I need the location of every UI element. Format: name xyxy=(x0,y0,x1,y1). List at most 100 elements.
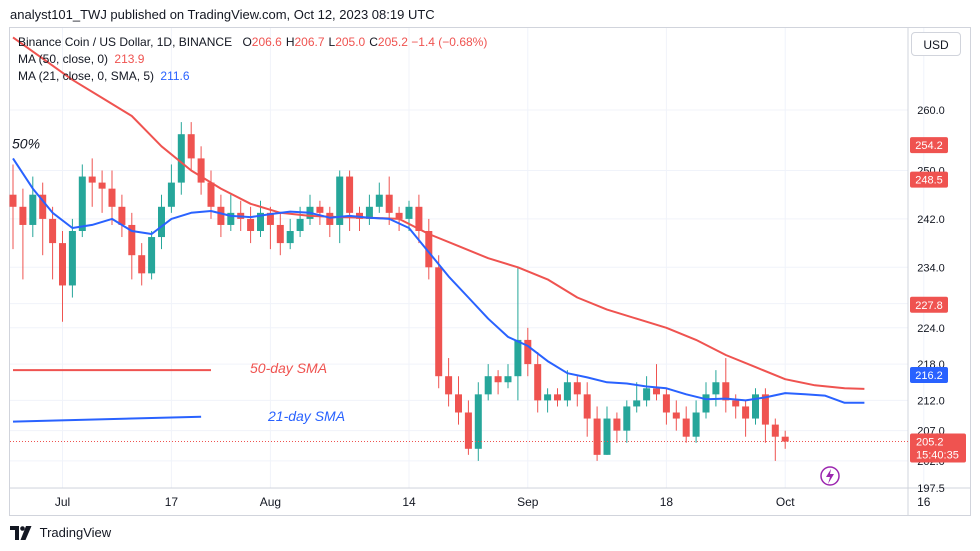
candle-up xyxy=(633,400,641,407)
currency-button[interactable]: USD xyxy=(911,32,961,56)
ma21-line xyxy=(12,157,865,404)
candle-down xyxy=(276,224,284,244)
time-tick-label: 16 xyxy=(917,495,931,509)
candle-up xyxy=(336,176,344,225)
candle-up xyxy=(257,212,264,231)
candle-up xyxy=(78,176,86,231)
price-badges: 254.2 248.5 227.8 216.2 205.215:40:35 xyxy=(910,137,966,463)
chart-legend: Binance Coin / US Dollar, 1D, BINANCE O2… xyxy=(18,34,487,85)
candle-up xyxy=(702,394,710,413)
candle-down xyxy=(435,267,443,377)
tradingview-logo-icon xyxy=(10,525,32,540)
candle-down xyxy=(197,158,205,183)
candle-down xyxy=(108,188,116,207)
candle-down xyxy=(494,376,502,383)
countdown-label: 15:40:35 xyxy=(916,450,959,462)
time-axis[interactable]: Jul 17 Aug 14 Sep 18 Oct 16 xyxy=(55,495,931,509)
price-tick-label: 197.5 xyxy=(917,483,945,495)
ohlc-key-l: L xyxy=(328,35,336,49)
ohlc-value-h: 206.7 xyxy=(294,35,325,49)
alert-icon[interactable] xyxy=(820,466,840,486)
candle-down xyxy=(247,218,255,231)
candle-up xyxy=(692,412,700,437)
last-price-label: 205.2 xyxy=(916,437,944,449)
candle-up xyxy=(177,134,185,183)
price-tick-label: 260.0 xyxy=(917,105,945,117)
candle-down xyxy=(266,212,274,225)
candle-down xyxy=(49,218,57,244)
candle-up xyxy=(148,237,156,274)
candle-up xyxy=(504,376,512,383)
candle-down xyxy=(59,243,66,286)
candle-up xyxy=(405,206,413,219)
candle-down xyxy=(326,212,334,225)
candle-down xyxy=(742,406,750,419)
ohlc-value-l: 205.0 xyxy=(335,35,366,49)
legend-ma21-row[interactable]: MA (21, close, 0, SMA, 5) 211.6 xyxy=(18,68,487,85)
candle-down xyxy=(524,339,532,365)
candle-down xyxy=(583,394,591,419)
candle-down xyxy=(19,206,27,225)
candle-down xyxy=(118,206,126,225)
candle-down xyxy=(425,231,433,268)
candle-down xyxy=(771,424,779,437)
annotations: 50% 50-day SMA 21-day SMA xyxy=(12,136,345,424)
candle-down xyxy=(98,182,106,189)
ma50-value: 213.9 xyxy=(114,52,145,66)
ohlc-key-h: H xyxy=(285,35,295,49)
candle-up xyxy=(375,194,383,207)
footer-brand[interactable]: TradingView xyxy=(10,524,111,544)
moving-averages xyxy=(12,36,865,404)
ohlc-values: O206.6 H206.7 L205.0 C205.2 xyxy=(238,35,408,49)
candle-down xyxy=(385,194,393,213)
candle-up xyxy=(563,382,571,401)
price-badge xyxy=(910,366,948,383)
candle-down xyxy=(672,412,680,419)
publish-info: analyst101_TWJ published on TradingView.… xyxy=(10,7,435,22)
time-tick-label: 14 xyxy=(402,495,416,509)
candle-down xyxy=(662,394,670,413)
candle-down xyxy=(781,436,789,442)
symbol-title[interactable]: Binance Coin / US Dollar, 1D, BINANCE xyxy=(18,35,233,49)
candle-down xyxy=(346,176,354,213)
ohlc-value-o: 206.6 xyxy=(251,35,282,49)
legend-ma50-row[interactable]: MA (50, close, 0) 213.9 xyxy=(18,51,487,68)
annotation-label: 50% xyxy=(12,136,40,152)
candle-up xyxy=(712,382,720,395)
candle-down xyxy=(128,224,136,256)
price-badge-label: 227.8 xyxy=(915,300,943,312)
candle-down xyxy=(534,364,542,401)
ma21-value: 211.6 xyxy=(160,69,190,83)
time-tick-label: Oct xyxy=(776,495,795,509)
price-badge-label: 216.2 xyxy=(915,370,943,382)
candles xyxy=(9,122,789,461)
ma21-label: MA (21, close, 0, SMA, 5) xyxy=(18,69,155,83)
candle-down xyxy=(722,382,730,401)
price-tick-label: 212.0 xyxy=(917,395,945,407)
chart-frame[interactable] xyxy=(9,27,971,516)
candle-down xyxy=(573,382,581,395)
candle-up xyxy=(484,376,492,395)
annotation-label: 21-day SMA xyxy=(267,408,345,424)
annotation-label: 50-day SMA xyxy=(250,360,327,376)
candle-up xyxy=(167,182,175,207)
candle-up xyxy=(544,394,552,401)
time-tick-label: 18 xyxy=(660,495,674,509)
candle-up xyxy=(474,394,482,449)
candle-up xyxy=(603,418,611,455)
candle-down xyxy=(415,206,423,231)
candle-down xyxy=(554,394,561,401)
candle-down xyxy=(653,388,660,395)
candle-up xyxy=(365,206,373,219)
candle-down xyxy=(138,255,146,274)
ohlc-key-o: O xyxy=(242,35,252,49)
last-price-badge xyxy=(910,433,966,463)
price-badge xyxy=(910,296,948,313)
candle-down xyxy=(464,412,472,449)
price-tick-label: 242.0 xyxy=(917,214,945,226)
time-tick-label: 17 xyxy=(165,495,179,509)
candle-down xyxy=(217,206,225,225)
publish-bar: analyst101_TWJ published on TradingView.… xyxy=(0,0,980,28)
candle-up xyxy=(623,406,631,431)
